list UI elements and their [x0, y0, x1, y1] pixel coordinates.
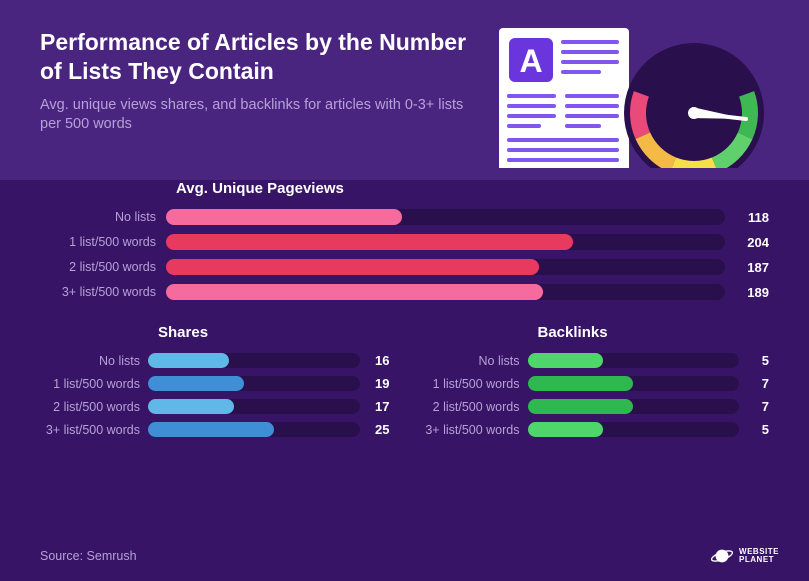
infographic-root: Performance of Articles by the Number of… — [0, 0, 809, 581]
bar-fill — [148, 353, 229, 368]
bar-row: 3+ list/500 words 5 — [420, 422, 770, 437]
bar-track — [166, 284, 725, 300]
source-text: Source: Semrush — [40, 549, 137, 563]
bar-label: 3+ list/500 words — [40, 423, 140, 437]
bar-row: No lists 16 — [40, 353, 390, 368]
bar-track — [166, 234, 725, 250]
bar-label: 3+ list/500 words — [40, 285, 156, 299]
bar-label: 2 list/500 words — [40, 400, 140, 414]
bar-value: 5 — [747, 422, 769, 437]
bar-value: 189 — [735, 285, 769, 300]
brand-text: WEBSITE PLANET — [739, 548, 779, 564]
bar-value: 17 — [368, 399, 390, 414]
bar-label: 1 list/500 words — [420, 377, 520, 391]
gauge-icon — [624, 43, 764, 168]
page-title: Performance of Articles by the Number of… — [40, 28, 470, 86]
bar-fill — [148, 422, 274, 437]
bar-fill — [166, 259, 539, 275]
planet-icon — [711, 545, 733, 567]
bar-row: No lists 5 — [420, 353, 770, 368]
bar-label: No lists — [40, 210, 156, 224]
pageviews-chart: Avg. Unique Pageviews No lists 118 1 list/… — [40, 180, 769, 300]
bar-track — [148, 353, 360, 368]
bar-value: 19 — [368, 376, 390, 391]
bar-fill — [148, 399, 234, 414]
bar-fill — [528, 399, 634, 414]
charts-area: Avg. Unique Pageviews No lists 118 1 list/… — [0, 180, 809, 445]
pageviews-title: Avg. Unique Pageviews — [176, 180, 769, 197]
bar-value: 118 — [735, 210, 769, 225]
bar-track — [528, 376, 740, 391]
bar-value: 5 — [747, 353, 769, 368]
bar-row: 2 list/500 words 7 — [420, 399, 770, 414]
bar-value: 204 — [735, 235, 769, 250]
shares-title: Shares — [158, 324, 390, 341]
bar-value: 7 — [747, 376, 769, 391]
page-subtitle: Avg. unique views shares, and backlinks … — [40, 96, 470, 135]
bar-fill — [166, 209, 402, 225]
brand-line2: PLANET — [739, 556, 779, 564]
header: Performance of Articles by the Number of… — [0, 0, 809, 180]
bar-label: No lists — [420, 354, 520, 368]
bar-label: No lists — [40, 354, 140, 368]
svg-text:A: A — [519, 43, 542, 79]
bar-track — [166, 209, 725, 225]
header-illustration: A — [469, 18, 779, 168]
bar-fill — [528, 422, 604, 437]
bar-label: 2 list/500 words — [40, 260, 156, 274]
bar-track — [166, 259, 725, 275]
bar-row: 3+ list/500 words 189 — [40, 284, 769, 300]
bar-fill — [148, 376, 244, 391]
bar-fill — [528, 353, 604, 368]
bar-row: No lists 118 — [40, 209, 769, 225]
bar-track — [528, 353, 740, 368]
bar-track — [528, 422, 740, 437]
bar-track — [148, 422, 360, 437]
brand-logo: WEBSITE PLANET — [711, 545, 779, 567]
bar-row: 3+ list/500 words 25 — [40, 422, 390, 437]
bar-value: 25 — [368, 422, 390, 437]
bar-row: 1 list/500 words 7 — [420, 376, 770, 391]
backlinks-chart: Backlinks No lists51 list/500 words72 li… — [420, 324, 770, 445]
header-text: Performance of Articles by the Number of… — [40, 28, 470, 180]
bar-fill — [528, 376, 634, 391]
bar-label: 2 list/500 words — [420, 400, 520, 414]
footer: Source: Semrush WEBSITE PLANET — [0, 535, 809, 581]
bar-value: 7 — [747, 399, 769, 414]
bar-row: 1 list/500 words 204 — [40, 234, 769, 250]
bar-row: 2 list/500 words 187 — [40, 259, 769, 275]
backlinks-title: Backlinks — [538, 324, 770, 341]
bar-value: 16 — [368, 353, 390, 368]
bar-track — [528, 399, 740, 414]
bar-fill — [166, 234, 573, 250]
two-column: Shares No lists 16 1 list/500 words 19 2 lis… — [40, 324, 769, 445]
document-icon: A — [499, 28, 629, 168]
bar-label: 3+ list/500 words — [420, 423, 520, 437]
shares-chart: Shares No lists 16 1 list/500 words 19 2 lis… — [40, 324, 390, 445]
bar-value: 187 — [735, 260, 769, 275]
bar-fill — [166, 284, 543, 300]
bar-track — [148, 399, 360, 414]
bar-label: 1 list/500 words — [40, 235, 156, 249]
bar-track — [148, 376, 360, 391]
bar-row: 2 list/500 words 17 — [40, 399, 390, 414]
bar-label: 1 list/500 words — [40, 377, 140, 391]
bar-row: 1 list/500 words 19 — [40, 376, 390, 391]
